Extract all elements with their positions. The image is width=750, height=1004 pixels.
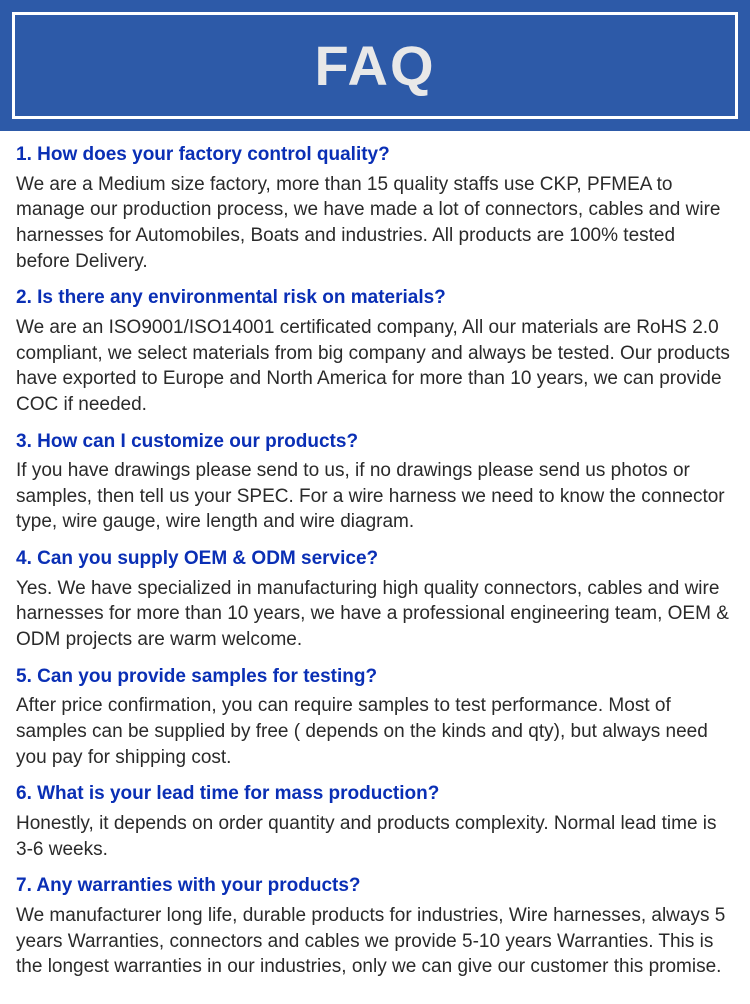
faq-answer: We are a Medium size factory, more than … [16,172,734,275]
faq-item: 6. What is your lead time for mass produ… [16,782,734,862]
faq-answer: Yes. We have specialized in manufacturin… [16,576,734,653]
page-title: FAQ [15,33,735,98]
faq-answer: We manufacturer long life, durable produ… [16,903,734,980]
faq-question: 4. Can you supply OEM & ODM service? [16,547,734,572]
faq-question: 5. Can you provide samples for testing? [16,665,734,690]
faq-item: 1. How does your factory control quality… [16,143,734,274]
header-banner: FAQ [0,0,750,131]
faq-answer: We are an ISO9001/ISO14001 certificated … [16,315,734,418]
faq-content: 1. How does your factory control quality… [0,131,750,1004]
faq-item: 4. Can you supply OEM & ODM service? Yes… [16,547,734,653]
header-inner-border: FAQ [12,12,738,119]
faq-question: 1. How does your factory control quality… [16,143,734,168]
faq-answer: After price confirmation, you can requir… [16,693,734,770]
faq-question: 3. How can I customize our products? [16,430,734,455]
faq-answer: If you have drawings please send to us, … [16,458,734,535]
faq-item: 7. Any warranties with your products? We… [16,874,734,980]
faq-question: 2. Is there any environmental risk on ma… [16,286,734,311]
faq-question: 6. What is your lead time for mass produ… [16,782,734,807]
faq-item: 3. How can I customize our products? If … [16,430,734,536]
faq-answer: Honestly, it depends on order quantity a… [16,811,734,862]
faq-item: 5. Can you provide samples for testing? … [16,665,734,771]
faq-item: 2. Is there any environmental risk on ma… [16,286,734,417]
faq-question: 7. Any warranties with your products? [16,874,734,899]
